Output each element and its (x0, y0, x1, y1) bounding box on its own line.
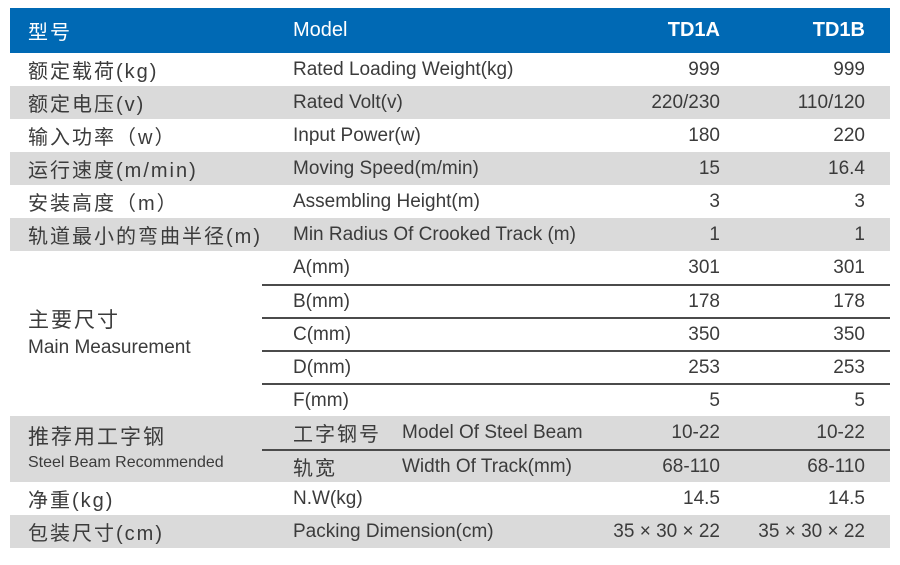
value-td1b: 178 (833, 290, 865, 312)
header-model-en: Model (293, 19, 348, 41)
row-label-en: Min Radius Of Crooked Track (m) (293, 223, 576, 245)
value-td1a: 999 (688, 58, 720, 80)
table-row-rated-volt: 额定电压(v) Rated Volt(v) 220/230 110/120 (10, 86, 890, 119)
header-col-td1b: TD1B (812, 19, 865, 41)
table-row-dim-f: F(mm) 5 5 (262, 383, 890, 416)
steel-beam-label-cell: 推荐用工字钢 Steel Beam Recommended (10, 416, 262, 482)
dim-label: B(mm) (293, 290, 350, 312)
row-label-cn: 额定载荷(kg) (28, 61, 159, 83)
row-label-cn: 净重(kg) (28, 490, 115, 512)
main-measurement-label-cell: 主要尺寸 Main Measurement (10, 251, 262, 416)
value-td1a: 15 (698, 157, 720, 179)
row-label-en: Input Power(w) (293, 124, 421, 146)
row-label-en: N.W(kg) (293, 487, 363, 509)
table-row-net-weight: 净重(kg) N.W(kg) 14.5 14.5 (10, 482, 890, 515)
value-td1b: 253 (833, 356, 865, 378)
main-measurement-label-cn: 主要尺寸 (28, 308, 120, 332)
value-td1b: 35 × 30 × 22 (758, 520, 865, 542)
table-header-row: 型号 Model TD1A TD1B (10, 8, 890, 53)
value-td1b: 220 (833, 124, 865, 146)
row-label-cn: 轨道最小的弯曲半径(m) (28, 226, 262, 248)
track-width-label: 轨宽 Width Of Track(mm) (262, 452, 600, 481)
value-td1a: 220/230 (651, 91, 720, 113)
main-measurement-block: 主要尺寸 Main Measurement A(mm) 301 301 B(mm… (10, 251, 890, 416)
value-td1a: 180 (688, 124, 720, 146)
main-measurement-sub-rows: A(mm) 301 301 B(mm) 178 178 C(mm) 350 35… (262, 251, 890, 416)
table-row-input-power: 输入功率（w） Input Power(w) 180 220 (10, 119, 890, 152)
steel-beam-block: 推荐用工字钢 Steel Beam Recommended 工字钢号 Model… (10, 416, 890, 482)
value-td1b: 3 (854, 190, 865, 212)
row-label-en: Rated Volt(v) (293, 91, 403, 113)
header-model-cn: 型号 (28, 22, 72, 44)
value-td1a: 35 × 30 × 22 (613, 520, 720, 542)
value-td1a: 301 (688, 256, 720, 278)
header-col-td1a: TD1A (667, 19, 720, 41)
table-row-assembling-height: 安装高度（m） Assembling Height(m) 3 3 (10, 185, 890, 218)
row-label-cn: 输入功率（w） (28, 127, 177, 149)
value-td1b: 999 (833, 58, 865, 80)
value-td1b: 14.5 (828, 487, 865, 509)
value-td1a: 3 (709, 190, 720, 212)
steel-beam-label-cn: 推荐用工字钢 (28, 426, 166, 450)
row-label-en: Assembling Height(m) (293, 190, 480, 212)
value-td1b: 68-110 (807, 455, 865, 477)
beam-model-label-cn: 工字钢号 (293, 424, 381, 446)
value-td1b: 110/120 (797, 91, 865, 113)
table-row-rated-load: 额定载荷(kg) Rated Loading Weight(kg) 999 99… (10, 53, 890, 86)
table-row-moving-speed: 运行速度(m/min) Moving Speed(m/min) 15 16.4 (10, 152, 890, 185)
table-row-dim-d: D(mm) 253 253 (262, 350, 890, 383)
value-td1b: 350 (833, 323, 865, 345)
table-row-dim-c: C(mm) 350 350 (262, 317, 890, 350)
table-row-min-radius: 轨道最小的弯曲半径(m) Min Radius Of Crooked Track… (10, 218, 890, 251)
value-td1a: 253 (688, 356, 720, 378)
track-width-label-cn: 轨宽 (293, 458, 337, 480)
steel-beam-label-en: Steel Beam Recommended (28, 454, 224, 472)
track-width-label-en: Width Of Track(mm) (402, 455, 572, 477)
value-td1a: 1 (709, 223, 720, 245)
table-row-packing-dimension: 包装尺寸(cm) Packing Dimension(cm) 35 × 30 ×… (10, 515, 890, 548)
value-td1b: 5 (854, 389, 865, 411)
table-row-dim-b: B(mm) 178 178 (262, 284, 890, 317)
dim-label: A(mm) (293, 256, 350, 278)
row-label-en: Rated Loading Weight(kg) (293, 58, 514, 80)
steel-beam-sub-rows: 工字钢号 Model Of Steel Beam 10-22 10-22 轨宽 … (262, 416, 890, 482)
row-label-cn: 安装高度（m） (28, 193, 179, 215)
table-row-dim-a: A(mm) 301 301 (262, 251, 890, 284)
value-td1b: 16.4 (828, 157, 865, 179)
row-label-cn: 包装尺寸(cm) (28, 523, 164, 545)
table-row-beam-model: 工字钢号 Model Of Steel Beam 10-22 10-22 (262, 416, 890, 449)
value-td1a: 350 (688, 323, 720, 345)
value-td1a: 10-22 (671, 421, 720, 443)
table-row-track-width: 轨宽 Width Of Track(mm) 68-110 68-110 (262, 449, 890, 482)
row-label-en: Moving Speed(m/min) (293, 157, 479, 179)
spec-table: 型号 Model TD1A TD1B 额定载荷(kg) Rated Loadin… (10, 8, 890, 548)
value-td1b: 1 (854, 223, 865, 245)
beam-model-label: 工字钢号 Model Of Steel Beam (262, 418, 600, 447)
main-measurement-label-en: Main Measurement (28, 336, 191, 358)
value-td1a: 5 (709, 389, 720, 411)
value-td1b: 301 (833, 256, 865, 278)
value-td1b: 10-22 (816, 421, 865, 443)
value-td1a: 178 (688, 290, 720, 312)
dim-label: D(mm) (293, 356, 352, 378)
value-td1a: 68-110 (662, 455, 720, 477)
row-label-en: Packing Dimension(cm) (293, 520, 494, 542)
dim-label: F(mm) (293, 389, 349, 411)
row-label-cn: 额定电压(v) (28, 94, 146, 116)
value-td1a: 14.5 (683, 487, 720, 509)
dim-label: C(mm) (293, 323, 352, 345)
beam-model-label-en: Model Of Steel Beam (402, 421, 583, 443)
row-label-cn: 运行速度(m/min) (28, 160, 198, 182)
